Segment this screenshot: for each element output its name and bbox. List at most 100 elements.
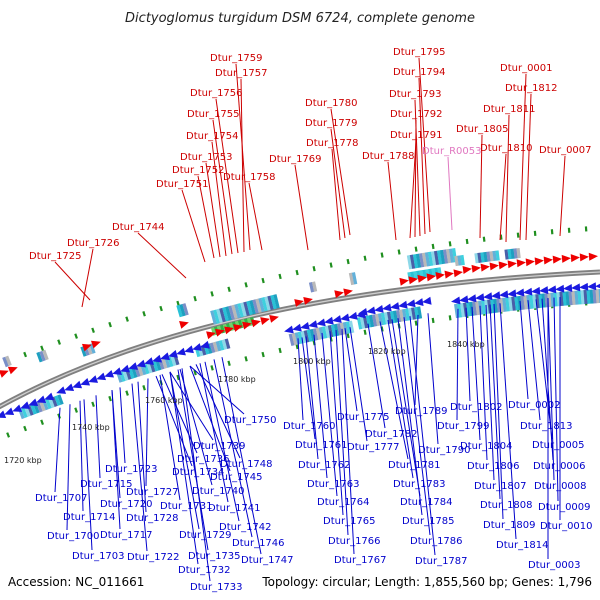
bottom-gene-label: Dtur_1786 <box>410 536 463 547</box>
feature-block-segment <box>516 247 521 259</box>
bottom-label-leader <box>145 378 149 487</box>
feature-block-segment <box>182 303 189 316</box>
bottom-gene-label: Dtur_1700 <box>47 531 100 542</box>
forward-gene-arrow <box>7 366 18 375</box>
top-label-leader <box>211 141 227 257</box>
tick-mark-outer <box>261 277 265 284</box>
top-gene-label: Dtur_1812 <box>505 83 558 94</box>
feature-block-segment <box>348 272 355 286</box>
forward-gene-arrow <box>260 317 270 325</box>
bottom-label-leader <box>179 368 213 486</box>
bottom-label-leader <box>305 336 319 460</box>
bottom-label-leader <box>519 300 529 400</box>
forward-genes <box>0 252 598 378</box>
tick-mark-outer <box>533 230 537 236</box>
feature-block-segment <box>311 281 318 292</box>
feature-block-segment <box>5 355 12 367</box>
top-label-leader <box>499 153 507 241</box>
top-label-leader <box>525 93 532 241</box>
tick-mark-inner <box>40 419 44 425</box>
forward-gene-arrow <box>233 324 243 332</box>
top-label-leader <box>330 128 346 239</box>
feature-block-segment <box>122 370 129 381</box>
feature-block-segment <box>336 323 343 336</box>
forward-gene-arrow <box>462 266 472 274</box>
feature-block-segment <box>424 252 431 267</box>
feature-block-segment <box>386 311 393 324</box>
feature-block-segment <box>200 344 207 356</box>
feature-block-segment <box>457 303 463 318</box>
bottom-label-leader <box>471 306 481 441</box>
bottom-label-leader <box>189 365 231 472</box>
kbp-position-label: 1780 kbp <box>218 375 256 384</box>
feature-block-segment <box>421 252 428 267</box>
feature-block-segment <box>179 304 186 317</box>
top-label-leader <box>479 134 483 239</box>
tick-mark-outer <box>159 305 163 312</box>
forward-gene-arrow <box>303 297 313 305</box>
forward-gene-arrow <box>552 255 562 264</box>
forward-gene-arrow <box>417 274 427 283</box>
top-gene-label: Dtur_1755 <box>187 109 240 120</box>
top-gene-label: Dtur_1758 <box>223 172 276 183</box>
tick-mark-inner <box>448 315 452 321</box>
feature-block-segment <box>345 321 352 334</box>
bottom-gene-label: Dtur_1789 <box>395 406 448 417</box>
feature-block-segment <box>589 289 594 304</box>
feature-block-segment <box>273 294 280 309</box>
feature-block-segment <box>374 313 381 327</box>
feature-block-segment <box>411 307 417 320</box>
reverse-gene-arrow <box>80 377 91 386</box>
top-label-leader <box>215 98 239 254</box>
bottom-label-leader <box>489 304 501 500</box>
bottom-label-leader <box>159 374 181 501</box>
tick-mark-inner <box>346 332 350 339</box>
feature-block-segment <box>288 333 295 346</box>
feature-block-segment <box>481 300 487 315</box>
bottom-label-leader <box>479 305 488 461</box>
feature-block-segment <box>486 251 491 262</box>
reverse-gene-arrow <box>579 282 589 291</box>
feature-block-segment <box>224 338 231 349</box>
bottom-gene-label: Dtur_1783 <box>393 479 446 490</box>
tick-mark-outer <box>482 236 486 242</box>
feature-block-segment <box>427 251 434 266</box>
feature-block-segment <box>415 253 422 268</box>
bottom-gene-label: Dtur_0010 <box>540 521 593 532</box>
bottom-gene-label: Dtur_1750 <box>224 415 277 426</box>
bottom-label-leader <box>221 357 262 555</box>
label-leaders <box>54 57 566 582</box>
feature-block-segment <box>496 298 502 313</box>
reverse-gene-arrow <box>366 306 376 315</box>
forward-gene-arrow <box>480 263 490 272</box>
bottom-label-leader <box>403 317 431 536</box>
forward-gene-arrow <box>224 326 234 335</box>
bottom-label-leader <box>177 369 209 551</box>
bottom-label-leader <box>329 331 344 516</box>
feature-block-segment <box>216 308 223 324</box>
feature-block-segment <box>330 324 337 337</box>
reverse-gene-arrow <box>144 357 154 365</box>
top-gene-label: Dtur_1751 <box>156 179 209 190</box>
feature-block-segment <box>439 249 446 265</box>
top-gene-label: Dtur_0007 <box>539 145 592 156</box>
feature-block-segment <box>577 290 582 305</box>
bottom-gene-label: Dtur_1787 <box>415 556 468 567</box>
reverse-gene-arrow <box>88 375 99 383</box>
feature-block-segment <box>324 325 331 339</box>
tick-mark-inner <box>6 432 11 438</box>
bottom-gene-label: Dtur_0005 <box>532 440 585 451</box>
feature-block-segment <box>592 289 597 304</box>
reverse-gene-arrow <box>36 395 47 404</box>
feature-block-segment <box>270 294 277 310</box>
top-label-leader <box>248 182 263 251</box>
feature-block-segment <box>2 356 9 368</box>
feature-block-segment <box>39 400 46 412</box>
feature-block-segment <box>306 329 313 342</box>
reverse-gene-arrow <box>390 302 400 310</box>
feature-block-segment <box>137 365 144 377</box>
feature-block-segment <box>89 343 96 354</box>
tick-mark-outer <box>227 286 231 292</box>
forward-gene-arrow <box>435 272 445 280</box>
reverse-gene-arrow <box>348 311 358 320</box>
